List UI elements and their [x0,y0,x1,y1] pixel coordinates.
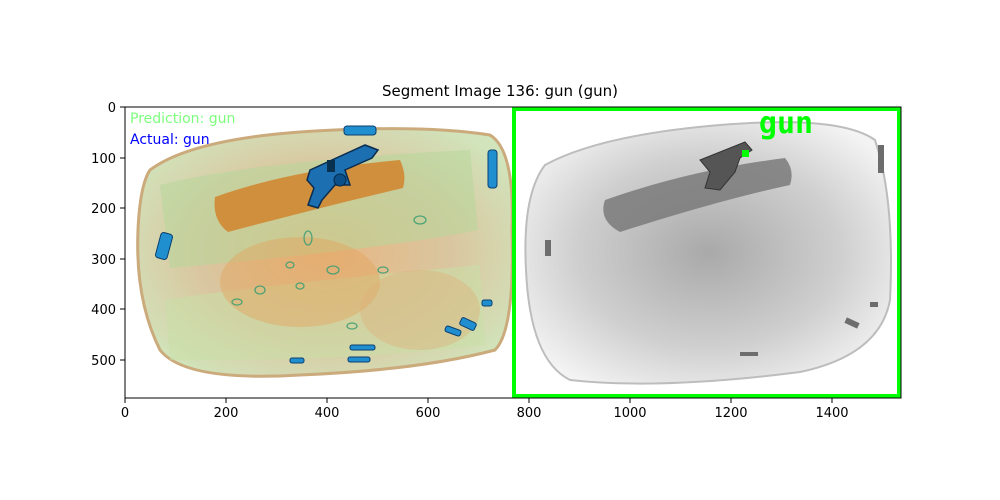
y-tick-label: 200 [91,202,116,217]
y-tick-label: 0 [108,101,116,116]
y-tick-label: 500 [91,354,116,369]
x-tick-label: 1000 [613,406,646,421]
detection-label: gun [759,106,813,141]
x-tick-label: 1200 [714,406,747,421]
xray-color-bag [136,125,514,378]
xray-image: gun Prediction: gun Actual: gun [125,106,901,398]
gun-xray-shape [306,144,380,209]
x-tick-label: 1400 [815,406,848,421]
prediction-text: Prediction: gun [130,111,235,127]
y-tick-label: 400 [91,303,116,318]
x-tick-label: 800 [517,406,542,421]
detection-box [512,107,901,398]
x-tick-label: 400 [315,406,340,421]
x-tick-label: 0 [121,406,129,421]
figure-title: Segment Image 136: gun (gun) [381,82,618,100]
x-tick-label: 600 [416,406,441,421]
actual-text: Actual: gun [130,132,210,148]
axes-frame [124,106,902,399]
y-axis: 0 100 200 300 400 500 [91,101,125,369]
x-tick-label: 200 [214,406,239,421]
detection-marker [742,150,749,157]
y-tick-label: 300 [91,253,116,268]
x-axis: 0 200 400 600 800 1000 1200 1400 [121,398,849,421]
y-tick-label: 100 [91,152,116,167]
xray-grayscale-bag [512,107,901,398]
